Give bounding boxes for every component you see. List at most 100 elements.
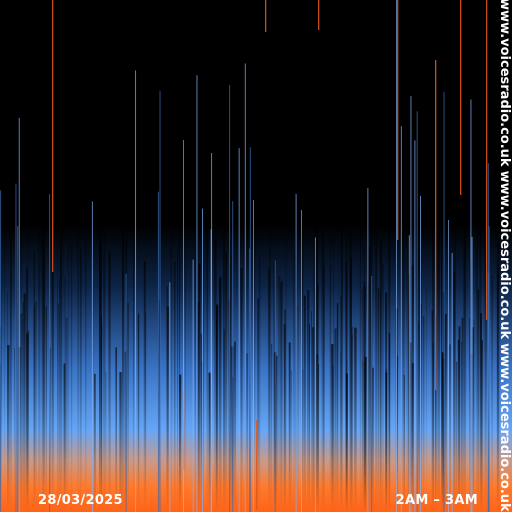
streak <box>59 224 61 512</box>
streak <box>396 0 397 512</box>
streak <box>426 287 427 512</box>
streak <box>301 210 302 512</box>
streak <box>145 312 147 512</box>
streak <box>45 306 48 512</box>
streak <box>105 371 107 512</box>
streak <box>477 289 480 512</box>
streak <box>79 248 82 512</box>
streak <box>313 183 316 512</box>
streak <box>177 248 179 512</box>
streak <box>303 295 306 512</box>
streak <box>455 361 458 512</box>
streak <box>275 355 278 512</box>
streak <box>246 353 249 512</box>
streak <box>18 117 20 512</box>
streak <box>7 291 8 512</box>
streak <box>461 341 462 512</box>
streak <box>27 330 29 512</box>
streak <box>402 200 405 512</box>
streak <box>249 147 251 512</box>
streak <box>334 328 337 512</box>
streak <box>85 195 87 512</box>
streak <box>94 373 96 512</box>
streak <box>122 213 124 512</box>
website: www.voicesradio.co.uk <box>497 343 512 512</box>
streak <box>491 275 493 512</box>
streak <box>77 190 79 512</box>
streak <box>463 184 466 512</box>
streak <box>496 221 499 512</box>
streak <box>34 302 37 512</box>
streak <box>470 99 472 512</box>
streak <box>331 344 334 512</box>
streak <box>309 324 310 512</box>
streak <box>487 163 489 512</box>
streak <box>256 420 258 510</box>
streak <box>414 140 416 512</box>
streak <box>397 0 399 240</box>
streak <box>436 234 439 512</box>
streak <box>498 224 500 512</box>
streak <box>103 254 105 512</box>
streak <box>208 372 211 512</box>
streak <box>475 187 477 512</box>
streak <box>435 315 437 512</box>
streak <box>336 303 339 512</box>
streak <box>196 75 198 512</box>
streak <box>314 237 316 512</box>
streak <box>257 298 259 512</box>
streak <box>232 201 234 512</box>
streak <box>448 220 449 512</box>
streak <box>483 238 487 512</box>
streak <box>372 367 374 512</box>
streak <box>460 0 462 195</box>
streak <box>488 226 490 512</box>
streak <box>166 306 169 512</box>
streak <box>406 227 409 512</box>
streak <box>52 0 54 272</box>
streak <box>471 236 473 512</box>
streak <box>210 229 212 512</box>
streak <box>49 194 51 512</box>
streak <box>329 265 331 512</box>
streak <box>461 317 464 512</box>
streak <box>178 195 181 512</box>
streak <box>100 186 102 512</box>
streak <box>70 244 73 512</box>
streak <box>157 191 159 512</box>
streak <box>323 266 325 512</box>
streak <box>10 225 12 512</box>
streak <box>458 326 461 512</box>
streak <box>485 210 487 512</box>
streak <box>258 256 261 512</box>
streak <box>127 302 129 512</box>
streak <box>380 241 382 512</box>
streak <box>297 305 299 512</box>
date: 28/03/2025 <box>38 493 123 508</box>
streak <box>367 188 369 512</box>
streak <box>453 254 455 512</box>
streak <box>363 281 366 512</box>
streak <box>416 111 418 512</box>
streak <box>441 352 445 512</box>
streak <box>238 148 240 512</box>
streak <box>449 344 451 512</box>
streak <box>361 289 363 512</box>
streak <box>125 273 127 512</box>
streak <box>307 290 310 512</box>
streak <box>40 201 41 512</box>
streak <box>397 355 399 512</box>
streak <box>333 224 335 512</box>
streak <box>269 205 272 512</box>
streak <box>435 60 437 390</box>
streak <box>42 199 44 512</box>
streak <box>480 313 483 512</box>
streak <box>143 261 146 512</box>
streak <box>183 140 184 512</box>
streak <box>265 0 267 32</box>
streak <box>411 264 414 512</box>
streak <box>267 268 271 512</box>
streak <box>339 295 343 512</box>
streak <box>278 276 281 512</box>
